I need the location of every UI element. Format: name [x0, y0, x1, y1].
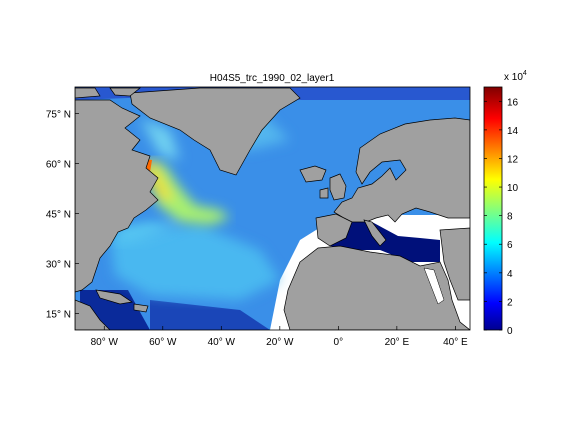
lon-tick-label: 20° E — [385, 337, 410, 348]
longitude-axis: 80° W 60° W 40° W 20° W 0° 20° E 40° E — [91, 326, 468, 348]
tracer-plume — [148, 160, 230, 225]
land-iberia — [315, 213, 353, 247]
land-british-isles — [329, 173, 347, 201]
chart-title: H04S5_trc_1990_02_layer1 — [210, 73, 335, 84]
lat-tick-label: 15° N — [46, 309, 71, 320]
land-north-america — [75, 99, 159, 293]
colorbar-tick-label: 2 — [507, 297, 513, 308]
colorbar-tick-label: 0 — [507, 326, 513, 337]
colorbar-tick-label: 4 — [507, 269, 513, 280]
lon-tick-label: 0° — [334, 337, 344, 348]
colorbar-tick-label: 14 — [507, 126, 519, 137]
lon-tick-label: 40° W — [208, 337, 236, 348]
colorbar-tick-label: 8 — [507, 212, 513, 223]
map-panel — [75, 87, 470, 330]
lat-tick-label: 45° N — [46, 209, 71, 220]
colorbar-tick-label: 12 — [507, 154, 519, 165]
latitude-axis: 15° N 30° N 45° N 60° N 75° N — [46, 110, 79, 320]
lon-tick-label: 80° W — [91, 337, 119, 348]
colorbar-multiplier: x 104 — [504, 70, 527, 83]
colorbar-tick-label: 16 — [507, 97, 519, 108]
colorbar-tick-label: 6 — [507, 240, 513, 251]
lon-tick-label: 40° E — [443, 337, 468, 348]
lat-tick-label: 75° N — [46, 110, 71, 121]
land-masses — [75, 87, 470, 330]
lat-tick-label: 30° N — [46, 259, 71, 270]
land-africa — [283, 245, 470, 330]
land-iceland — [299, 165, 327, 183]
ocean-tropical-south — [150, 300, 270, 330]
land-greenland — [129, 87, 301, 176]
lat-tick-label: 60° N — [46, 160, 71, 171]
lon-tick-label: 20° W — [266, 337, 294, 348]
colorbar: x 104 0 2 4 6 8 10 12 14 16 — [483, 70, 527, 337]
colorbar-ticks: 0 2 4 6 8 10 12 14 16 — [484, 97, 519, 337]
colorbar-gradient — [483, 86, 503, 331]
lon-tick-label: 60° W — [149, 337, 177, 348]
map-frame — [74, 86, 471, 331]
colorbar-tick-label: 10 — [507, 183, 519, 194]
